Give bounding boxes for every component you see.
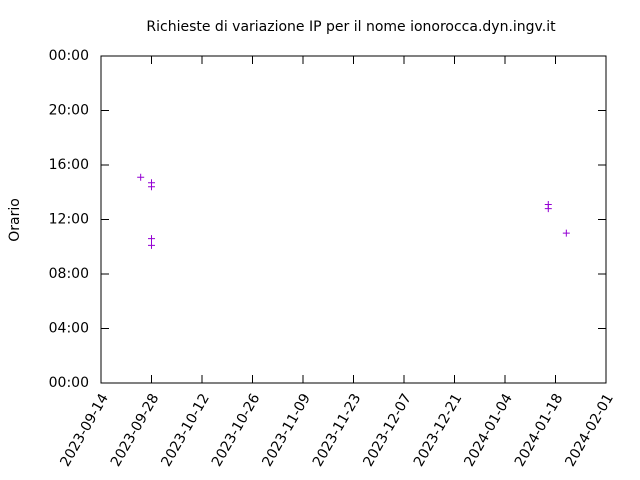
y-tick-label: 08:00 [49, 266, 89, 282]
x-tick-label: 2023-12-07 [360, 391, 415, 469]
x-tick-label: 2024-01-18 [512, 391, 567, 469]
data-point [148, 235, 155, 243]
y-tick-label: 12:00 [49, 212, 89, 228]
x-tick-label: 2023-11-23 [310, 391, 365, 469]
y-tick-label: 20:00 [49, 103, 89, 119]
plot-border [100, 55, 607, 384]
x-tick-label: 2024-02-01 [562, 391, 617, 469]
data-point [148, 241, 155, 249]
y-tick-label: 16:00 [49, 157, 89, 173]
x-tick-label: 2023-11-09 [259, 391, 314, 469]
data-point [148, 183, 155, 191]
chart-title: Richieste di variazione IP per il nome i… [146, 19, 556, 35]
x-tick-label: 2023-10-12 [158, 391, 213, 469]
y-tick-label: 00:00 [49, 375, 89, 391]
data-point [137, 173, 145, 181]
y-tick-label: 00:00 [49, 48, 89, 64]
x-tick-label: 2023-12-21 [411, 391, 466, 469]
y-axis-label: Orario [7, 198, 23, 242]
x-tick-label: 2023-09-14 [57, 391, 112, 470]
x-tick-label: 2024-01-04 [461, 391, 516, 470]
data-point [562, 229, 570, 237]
data-point [544, 205, 552, 213]
x-tick-label: 2023-09-28 [108, 391, 163, 469]
y-tick-label: 04:00 [49, 321, 89, 337]
x-tick-label: 2023-10-26 [209, 391, 264, 470]
